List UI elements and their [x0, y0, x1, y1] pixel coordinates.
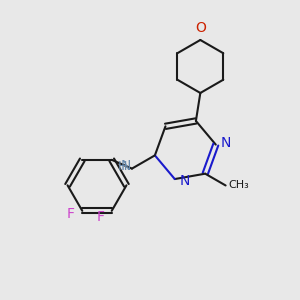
Text: O: O [195, 21, 206, 35]
Text: N: N [121, 159, 131, 173]
Text: F: F [67, 207, 75, 221]
Text: CH₃: CH₃ [228, 181, 249, 190]
Text: H: H [118, 160, 128, 173]
Text: N: N [180, 173, 190, 188]
Text: F: F [96, 210, 104, 224]
Text: N: N [221, 136, 232, 150]
